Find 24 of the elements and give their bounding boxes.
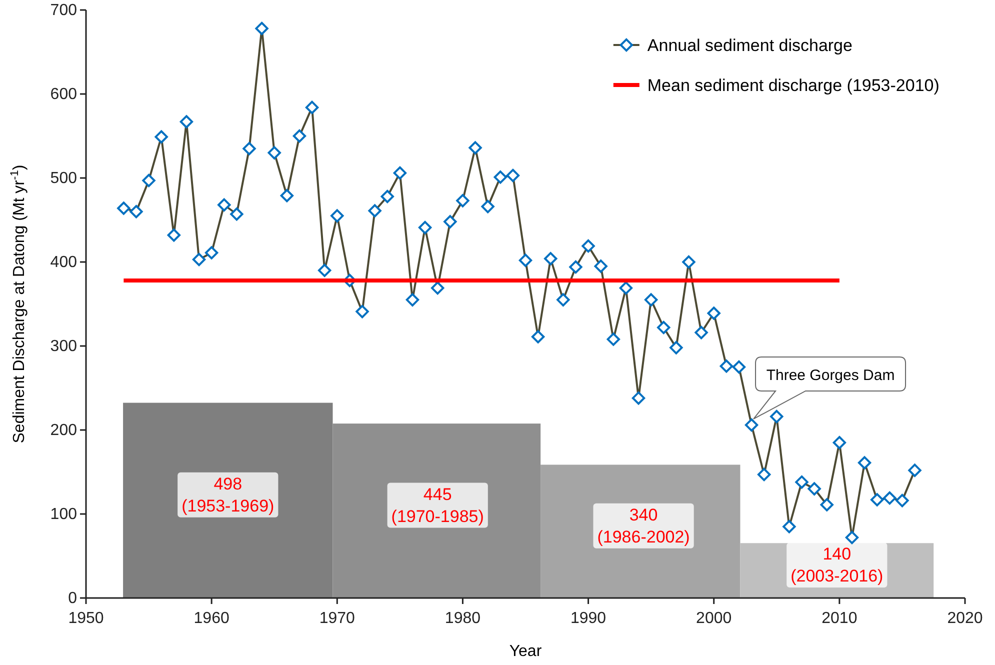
y-tick-label: 700 xyxy=(50,2,78,20)
y-tick-label: 300 xyxy=(50,338,78,356)
x-tick-label: 1960 xyxy=(194,610,230,627)
x-tick-label: 2020 xyxy=(947,610,983,627)
data-label: 140 (2003-2016) xyxy=(790,544,884,586)
data-label: 498 (1953-1969) xyxy=(182,474,274,516)
y-tick-label: 600 xyxy=(50,86,78,104)
legend-label: Annual sediment discharge xyxy=(647,36,852,55)
legend-label: Mean sediment discharge (1953-2010) xyxy=(647,76,940,95)
y-tick-label: 0 xyxy=(68,590,78,608)
x-tick-label: 2000 xyxy=(696,610,732,627)
annotation: Three Gorges Dam xyxy=(766,366,895,384)
x-tick-label: 2010 xyxy=(822,610,858,627)
x-tick-label: 1970 xyxy=(319,610,356,627)
x-tick-label: 1990 xyxy=(570,610,606,627)
data-label: 340 (1986-2002) xyxy=(597,505,690,546)
x-tick-label: 1950 xyxy=(68,610,104,627)
y-tick-label: 200 xyxy=(50,422,78,440)
y-tick-label: 100 xyxy=(50,506,78,524)
x-axis-title: Year xyxy=(509,643,542,660)
data-label: 445 (1970-1985) xyxy=(391,484,484,526)
y-tick-label: 500 xyxy=(50,170,78,188)
y-tick-label: 400 xyxy=(50,254,78,272)
x-tick-label: 1980 xyxy=(444,610,481,627)
